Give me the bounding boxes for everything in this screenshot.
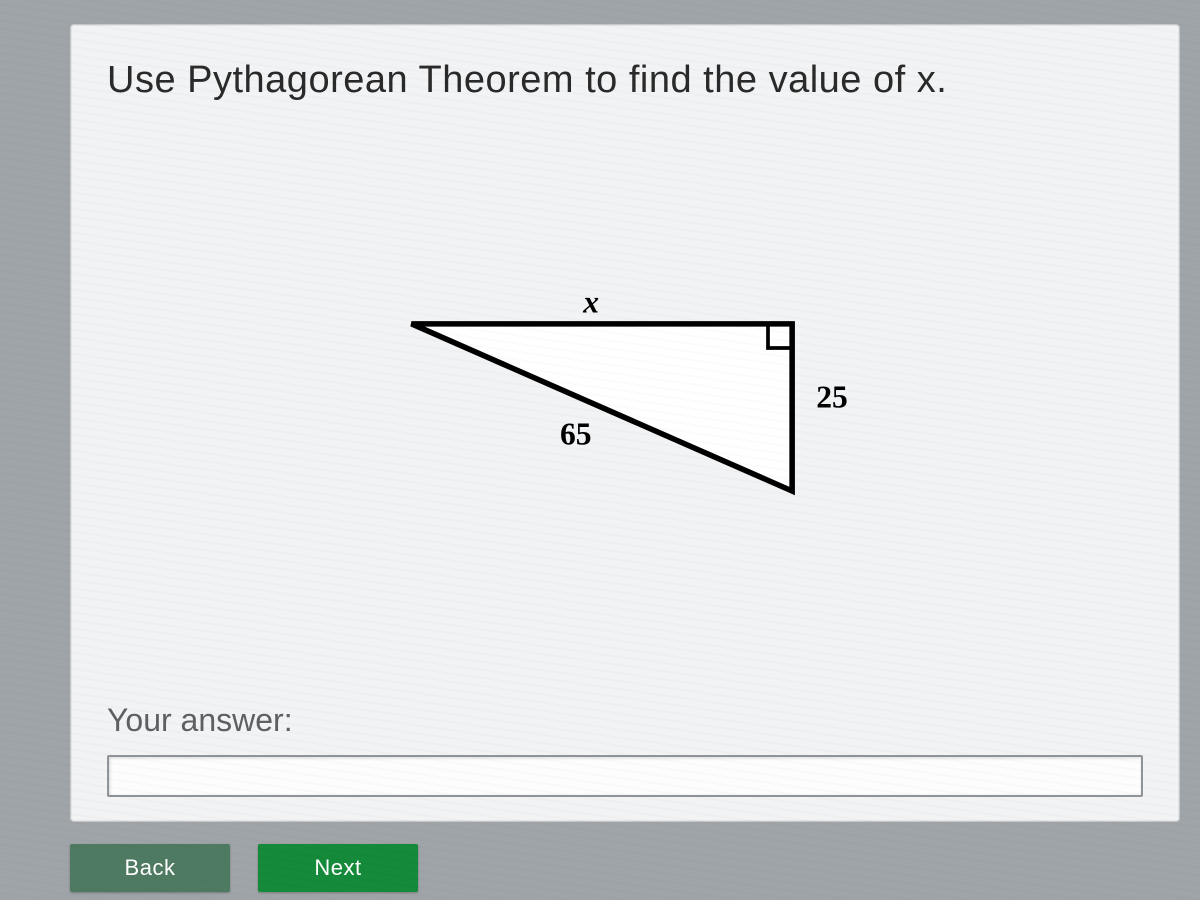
triangle-figure: x 25 65 — [107, 102, 1143, 702]
triangle-svg: x 25 65 — [365, 296, 885, 519]
answer-label: Your answer: — [107, 702, 1143, 739]
next-button[interactable]: Next — [258, 844, 418, 892]
question-card: Use Pythagorean Theorem to find the valu… — [70, 24, 1180, 822]
label-x: x — [582, 296, 599, 320]
answer-block: Your answer: — [107, 702, 1143, 797]
label-65: 65 — [560, 416, 592, 451]
question-text: Use Pythagorean Theorem to find the valu… — [107, 59, 1143, 102]
answer-input[interactable] — [107, 755, 1143, 797]
triangle-shape — [411, 323, 792, 490]
nav-row: Back Next — [70, 844, 1200, 900]
back-button[interactable]: Back — [70, 844, 230, 892]
label-25: 25 — [816, 379, 848, 414]
